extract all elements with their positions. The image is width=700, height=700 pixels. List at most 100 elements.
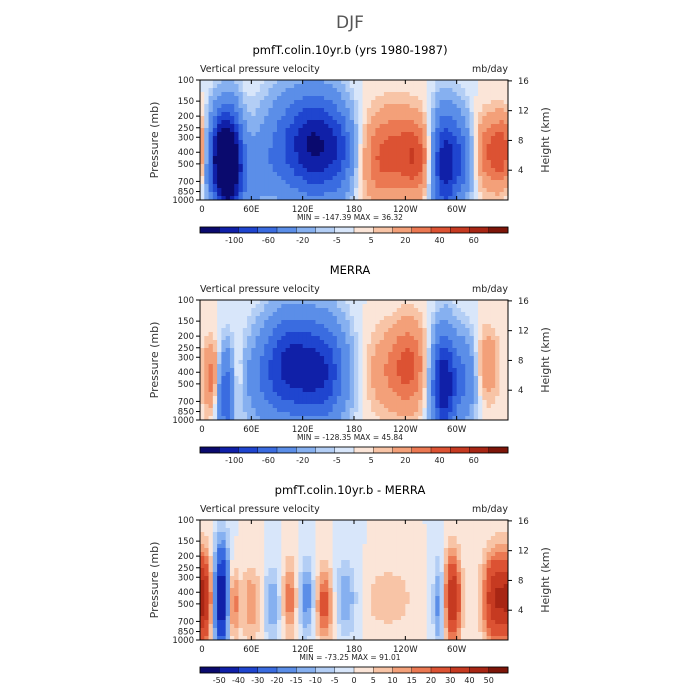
heatmap-cell xyxy=(259,408,265,413)
heatmap-cell xyxy=(341,544,346,549)
heatmap-cell xyxy=(358,100,363,105)
heatmap-cell xyxy=(482,196,488,201)
heatmap-cell xyxy=(486,316,492,321)
heatmap-cell xyxy=(225,192,231,197)
heatmap-cell xyxy=(204,132,209,137)
heatmap-cell xyxy=(396,368,402,373)
heatmap-cell xyxy=(473,388,479,393)
heatmap-cell xyxy=(383,100,389,105)
heatmap-cell xyxy=(401,316,406,321)
heatmap-cell xyxy=(217,316,222,321)
heatmap-cell xyxy=(332,128,338,133)
heatmap-cell xyxy=(332,132,338,137)
heatmap-cell xyxy=(272,532,278,537)
heatmap-cell xyxy=(341,344,346,349)
heatmap-cell xyxy=(358,104,363,109)
heatmap-cell xyxy=(358,392,363,397)
heatmap-cell xyxy=(315,544,321,549)
heatmap-cell xyxy=(478,80,483,85)
heatmap-cell xyxy=(388,400,393,405)
heatmap-cell xyxy=(435,148,440,153)
heatmap-cell xyxy=(465,188,470,193)
heatmap-cell xyxy=(431,412,436,417)
heatmap-cell xyxy=(362,372,368,377)
heatmap-cell xyxy=(452,308,458,313)
heatmap-cell xyxy=(319,88,325,93)
heatmap-cell xyxy=(229,96,235,101)
heatmap-cell xyxy=(281,104,286,109)
heatmap-cell xyxy=(298,356,304,361)
heatmap-cell xyxy=(247,408,252,413)
heatmap-cell xyxy=(264,536,269,541)
heatmap-cell xyxy=(443,520,449,525)
heatmap-cell xyxy=(473,316,479,321)
heatmap-cell xyxy=(486,96,492,101)
heatmap-cell xyxy=(315,80,321,85)
heatmap-cell xyxy=(255,300,261,305)
heatmap-cell xyxy=(452,380,458,385)
heatmap-cell xyxy=(469,156,475,161)
heatmap-cell xyxy=(443,152,449,157)
heatmap-cell xyxy=(431,96,436,101)
heatmap-cell xyxy=(431,112,436,117)
heatmap-cell xyxy=(315,188,321,193)
heatmap-cell xyxy=(281,112,286,117)
heatmap-cell xyxy=(298,392,304,397)
colorbar-label: 20 xyxy=(400,236,410,245)
y-tick-label: 150 xyxy=(178,317,194,327)
heatmap-cell xyxy=(379,392,385,397)
heatmap-cell xyxy=(289,536,295,541)
heatmap-cell xyxy=(259,392,265,397)
heatmap-cell xyxy=(336,124,342,129)
heatmap-cell xyxy=(225,520,231,525)
heatmap-cell xyxy=(311,140,316,145)
heatmap-cell xyxy=(443,80,449,85)
heatmap-cell xyxy=(401,176,406,181)
heatmap-cell xyxy=(482,128,488,133)
heatmap-cell xyxy=(439,80,445,85)
heatmap-cell xyxy=(435,188,440,193)
heatmap-cell xyxy=(242,520,248,525)
heatmap-cell xyxy=(319,112,325,117)
heatmap-cell xyxy=(448,112,453,117)
heatmap-cell xyxy=(217,380,222,385)
heatmap-cell xyxy=(324,356,329,361)
heatmap-cell xyxy=(336,364,342,369)
heatmap-cell xyxy=(264,332,269,337)
heatmap-cell xyxy=(268,112,274,117)
heatmap-cell xyxy=(319,408,325,413)
heatmap-cell xyxy=(354,372,359,377)
heatmap-cell xyxy=(371,344,376,349)
heatmap-cell xyxy=(242,96,248,101)
heatmap-cell xyxy=(431,132,436,137)
heatmap-cell xyxy=(311,520,316,525)
heatmap-cell xyxy=(306,80,312,85)
heatmap-cell xyxy=(298,340,304,345)
heatmap-cell xyxy=(200,88,205,93)
heatmap-cell xyxy=(208,188,214,193)
heatmap-cell xyxy=(255,128,261,133)
heatmap-cell xyxy=(473,192,479,197)
colorbar-box xyxy=(199,446,220,454)
heatmap-cell xyxy=(259,124,265,129)
heatmap-cell xyxy=(217,332,222,337)
heatmap-cell xyxy=(294,316,299,321)
heatmap-cell xyxy=(495,364,500,369)
heatmap-cell xyxy=(413,372,419,377)
heatmap-cell xyxy=(431,320,436,325)
heatmap-cell xyxy=(324,360,329,365)
heatmap-cell xyxy=(298,116,304,121)
heatmap-cell xyxy=(221,336,227,341)
heatmap-cell xyxy=(482,180,488,185)
heatmap-cell xyxy=(238,120,244,125)
heatmap-cell xyxy=(439,352,445,357)
heatmap-cell xyxy=(418,344,423,349)
heatmap-cell xyxy=(298,120,304,125)
heatmap-cell xyxy=(413,352,419,357)
heatmap-cell xyxy=(272,344,278,349)
heatmap-cell xyxy=(212,324,218,329)
heatmap-cell xyxy=(362,84,368,89)
heatmap-cell xyxy=(302,416,308,421)
heatmap-cell xyxy=(345,172,351,177)
heatmap-cell xyxy=(452,160,458,165)
